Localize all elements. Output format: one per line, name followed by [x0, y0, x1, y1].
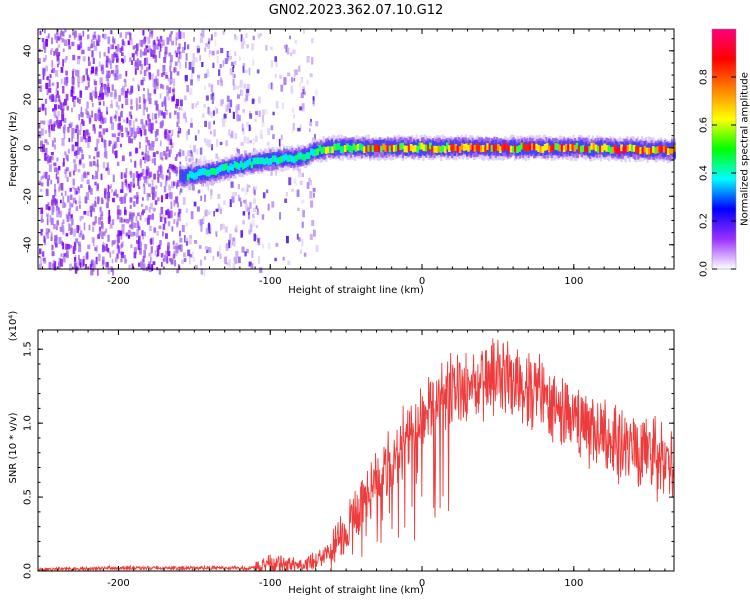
figure-title: GN02.2023.362.07.10.G12 — [269, 3, 444, 18]
colorbar-tick-label: 0.8 — [699, 69, 710, 85]
y-tick-label: 1.0 — [23, 415, 34, 431]
y-tick-label: 1.5 — [23, 341, 34, 357]
y-tick-label: 0.0 — [23, 563, 34, 579]
x-tick-label: 0 — [419, 276, 425, 287]
colorbar-tick-label: 0.4 — [699, 165, 710, 181]
spectrogram-image — [38, 29, 676, 277]
colorbar-gradient — [712, 29, 736, 269]
x-tick-label: 0 — [419, 578, 425, 589]
spectrogram-x-axis-label: Height of straight line (km) — [288, 285, 424, 296]
colorbar-tick-label: 0.2 — [699, 213, 710, 229]
noise-speckles — [38, 29, 319, 277]
x-tick-label: 100 — [564, 276, 583, 287]
colorbar-frame — [711, 28, 737, 270]
x-tick-label: 100 — [564, 578, 583, 589]
colorbar-tick-label: 0.6 — [699, 117, 710, 133]
x-tick-label: -200 — [107, 276, 130, 287]
y-tick-label: 0 — [23, 145, 34, 151]
colorbar-tick-label: 0.0 — [699, 261, 710, 277]
spectrogram-y-ticks: -40 -20 0 20 40 — [23, 38, 674, 270]
snr-y-ticks: 0.0 0.5 1.0 1.5 — [23, 341, 674, 579]
spectrogram-frame — [37, 28, 675, 270]
y-tick-label: 20 — [23, 93, 34, 106]
snr-x-axis-label: Height of straight line (km) — [288, 585, 424, 596]
snr-panel: -200 -100 0 100 0.0 0.5 1.0 1.5 Height of stra… — [8, 311, 675, 596]
snr-frame — [37, 329, 675, 572]
snr-line-series — [37, 338, 675, 573]
snr-x-ticks: -200 -100 0 100 — [42, 330, 666, 589]
snr-y-multiplier: (x10⁴) — [8, 311, 19, 342]
snr-y-axis-label: SNR (10 * v/v) — [8, 412, 19, 483]
x-tick-label: -100 — [259, 578, 282, 589]
spectrogram-x-ticks: -200 -100 0 100 — [42, 29, 666, 287]
signal-track — [179, 134, 676, 189]
y-tick-label: 0.5 — [23, 489, 34, 505]
spectrogram-y-axis-label: Frequency (Hz) — [8, 111, 19, 187]
y-tick-label: -40 — [23, 237, 34, 253]
colorbar: 0.0 0.2 0.4 0.6 0.8 Normalized spectral ampl… — [699, 28, 750, 277]
colorbar-ticks: 0.0 0.2 0.4 0.6 0.8 — [699, 69, 736, 277]
colorbar-label: Normalized spectral amplitude — [740, 72, 750, 226]
snr-line — [37, 338, 675, 573]
x-tick-label: -100 — [259, 276, 282, 287]
y-tick-label: -20 — [23, 188, 34, 204]
y-tick-label: 40 — [23, 44, 34, 57]
x-tick-label: -200 — [107, 578, 130, 589]
